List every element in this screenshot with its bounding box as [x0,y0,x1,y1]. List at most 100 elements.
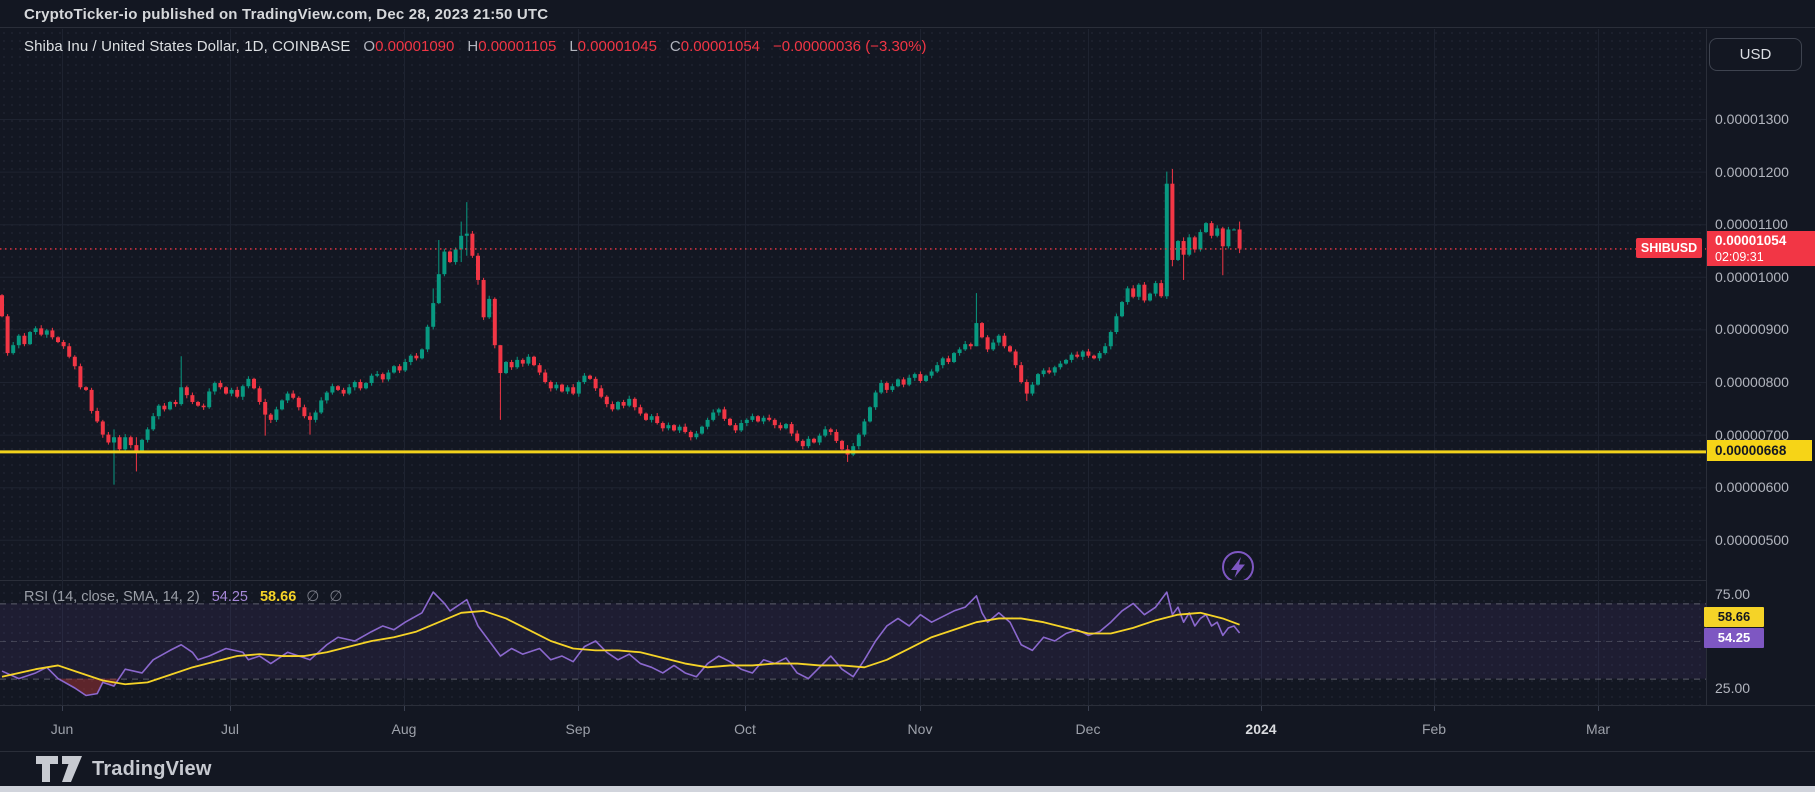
candle-body [862,421,867,435]
candle-body [100,421,105,435]
candle-body [537,365,542,373]
candle-body [1153,283,1158,294]
candle-body [1069,354,1074,360]
rsi-legend: RSI (14, close, SMA, 14, 2) 54.25 58.66 ∅ ∅ [24,587,342,605]
candle-body [476,255,480,280]
candle-body [991,342,996,350]
candle-body [453,249,458,263]
candle-body [778,425,783,429]
candle-body [789,424,794,434]
candle-body [632,398,637,408]
candle-body [352,382,357,388]
candle-body [610,404,615,410]
candle-body [543,372,548,382]
chart-area[interactable]: Shiba Inu / United States Dollar, 1D, CO… [0,29,1706,705]
candle-body [1142,284,1147,301]
candle-body [761,417,766,422]
candle-body [907,377,912,385]
price-axis-label: 0.00001100 [1715,216,1788,233]
time-axis-label: Jul [221,721,239,737]
lightning-circle [1222,551,1254,580]
candle-body [957,349,962,354]
time-axis-tick [62,706,63,711]
rsi-oversold-fill [58,678,119,696]
rsi-value-flag: 54.25 [1704,628,1764,648]
candle-body [1036,374,1040,385]
candle-body [1198,232,1203,250]
candle-body [1176,241,1180,260]
candle-body [946,358,951,363]
candle-body [156,405,161,417]
candle-body [588,375,592,379]
candle-body [873,392,878,408]
last-price-value: 0.00001054 [1715,233,1787,248]
candle-body [996,335,1001,343]
candle-body [812,438,816,443]
empty-set-icon: ∅ [329,588,343,605]
candle-body [548,382,553,389]
candle-body [229,389,234,394]
candle-body [319,400,324,413]
tradingview-logo-link[interactable]: TradingView [36,756,212,782]
candle-body [1164,183,1169,297]
symbol-legend: Shiba Inu / United States Dollar, 1D, CO… [24,38,926,55]
currency-usd-button[interactable]: USD [1709,38,1802,71]
rsi-axis-label: 25.00 [1715,680,1751,696]
price-axis-label: 0.00001200 [1715,163,1789,180]
time-axis-tick [1088,706,1089,711]
time-axis[interactable]: Jun Jul Aug Sep Oct Nov Dec 2024 Feb Mar [0,705,1815,752]
time-axis-label: Mar [1585,721,1611,737]
tradingview-logo-icon [36,756,82,782]
price-axis[interactable]: USD 0.00001300 0.00001200 0.00001100 0.0000… [1704,29,1815,705]
candle-body [1181,241,1186,255]
candle-body [1041,370,1046,375]
candle-body [1226,229,1231,247]
time-axis-tick [745,706,746,711]
candle-body [828,429,833,432]
candle-body [492,298,497,346]
bar-countdown: 02:09:31 [1715,250,1764,264]
candle-body [856,434,861,447]
ohlc-value: 0.00001054 [680,38,761,55]
candle-body [532,356,536,366]
candle-body [408,355,413,363]
candle-body [716,409,721,413]
candle-body [800,440,805,447]
candle-body [201,405,206,408]
candle-body [184,387,189,396]
candle-body [336,386,340,390]
price-axis-label: 0.00000700 [1715,426,1789,443]
ohlc-label: C [669,38,681,55]
candle-body [302,407,307,417]
candle-body [1187,237,1192,255]
candle-body [1237,229,1242,249]
candle-body [330,386,335,393]
candle-body [67,346,72,357]
price-axis-label: 0.00000800 [1715,374,1789,390]
candle-body [1232,229,1236,231]
lightning-button[interactable] [1222,551,1254,580]
price-pane[interactable] [0,29,1706,580]
candle-body [1103,346,1108,354]
candle-body [235,389,240,397]
candle-body [940,358,945,366]
price-axis-label: 0.00000900 [1715,321,1789,338]
change-value: −0.00000036 (−3.30%) [773,38,927,55]
candle-body [291,393,296,398]
price-axis-label: 0.00001300 [1715,111,1789,127]
candle-body [851,446,856,455]
candle-body [968,344,973,347]
candle-body [1114,316,1119,333]
rsi-pane[interactable] [0,580,1706,705]
rsi-sma-line [1,610,1240,686]
candle-body [772,419,777,426]
time-axis-tick [920,706,921,711]
lightning-icon [1231,557,1245,578]
candle-body [324,392,329,401]
empty-set-icon: ∅ [306,588,320,605]
candle-body [95,410,100,422]
rsi-axis-label: 75.00 [1715,586,1751,602]
candle-body [498,345,503,374]
candle-body [106,434,111,443]
candle-body [599,388,604,397]
